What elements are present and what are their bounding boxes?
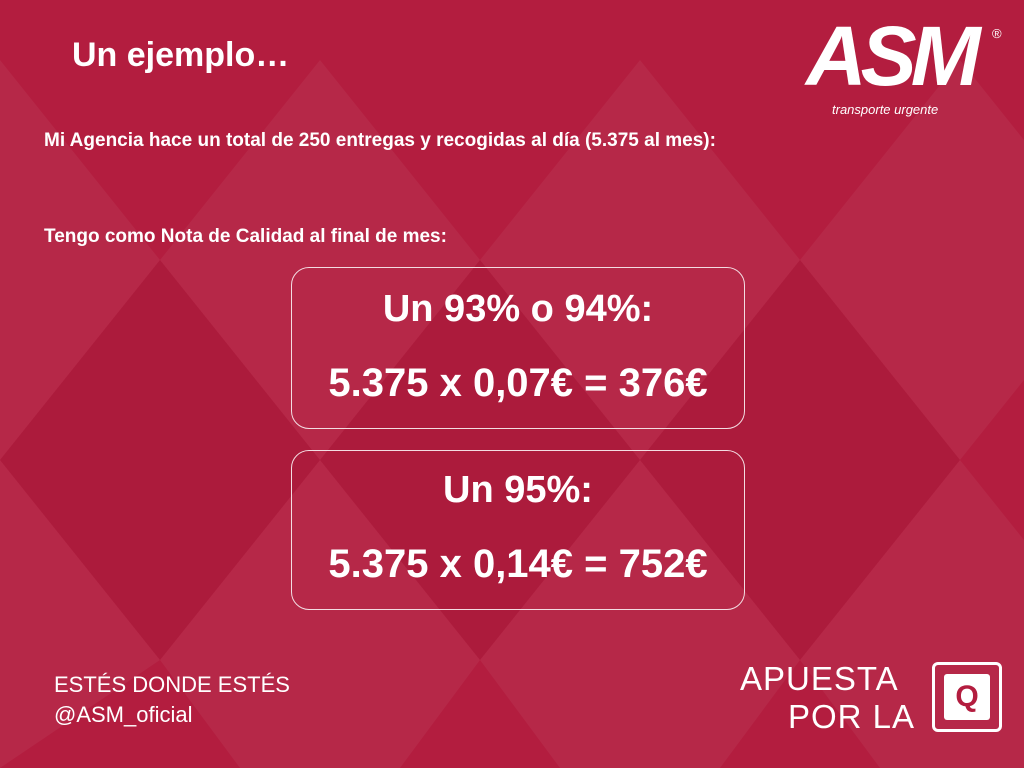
footer-handle: @ASM_oficial — [54, 702, 193, 727]
campaign-badge: Q — [932, 662, 1002, 732]
footer-slogan: ESTÉS DONDE ESTÉS — [54, 672, 290, 697]
result-box: Un 95%: 5.375 x 0,14€ = 752€ — [291, 450, 745, 610]
campaign-line: APUESTA — [740, 660, 899, 697]
campaign-line: POR LA — [788, 698, 916, 735]
box-formula: 5.375 x 0,14€ = 752€ — [328, 542, 708, 586]
badge-letter: Q — [944, 674, 990, 720]
quality-intro: Tengo como Nota de Calidad al final de m… — [44, 226, 447, 247]
box-heading: Un 95%: — [443, 469, 593, 511]
logo-tagline: transporte urgente — [832, 102, 939, 117]
result-box: Un 93% o 94%: 5.375 x 0,07€ = 376€ — [291, 267, 745, 429]
box-heading: Un 93% o 94%: — [382, 288, 654, 330]
box-formula: 5.375 x 0,07€ = 376€ — [328, 361, 708, 405]
logo-registered: ® — [992, 26, 1002, 41]
intro-text: Mi Agencia hace un total de 250 entregas… — [44, 130, 716, 151]
logo-brand: ASM — [806, 9, 981, 103]
slide-title: Un ejemplo… — [72, 36, 290, 74]
